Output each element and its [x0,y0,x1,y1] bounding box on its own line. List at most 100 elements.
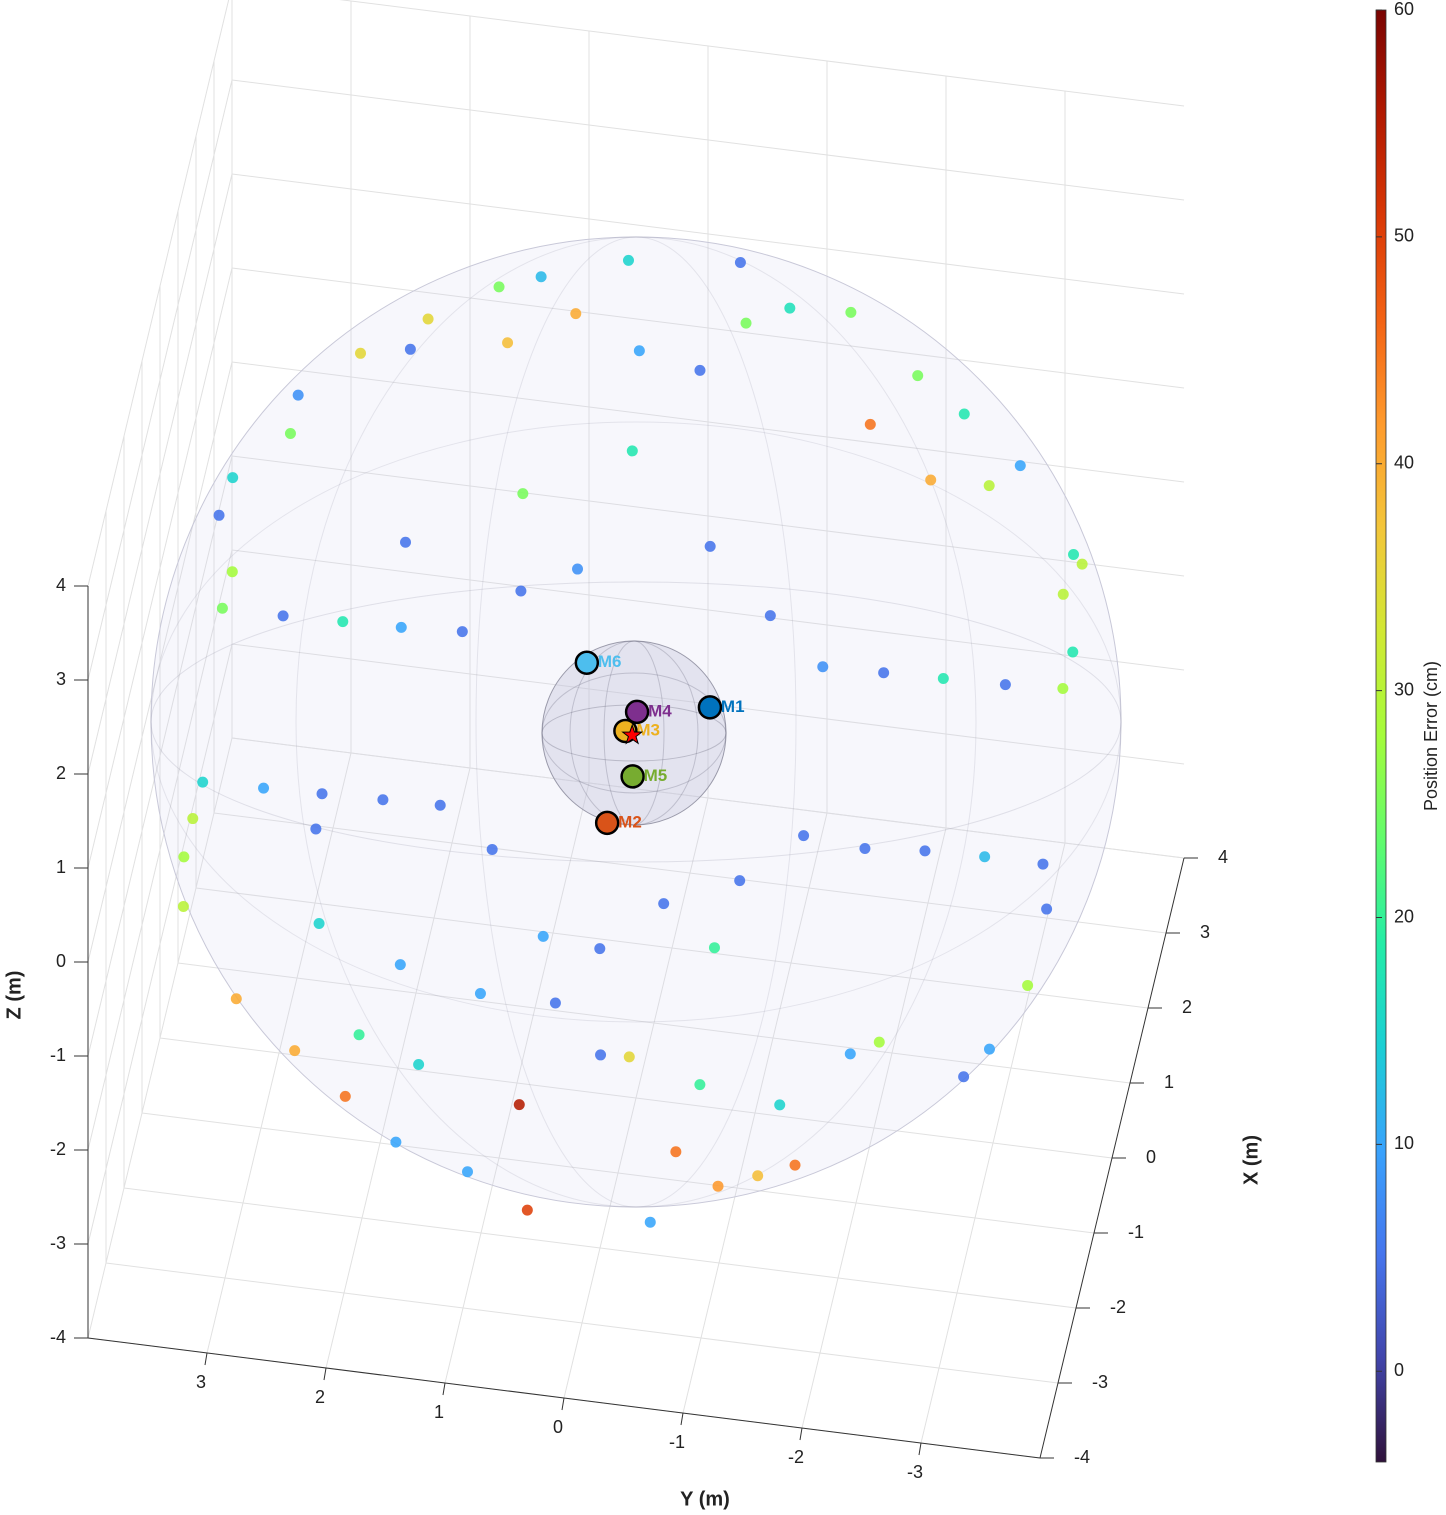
grid-line [206,752,352,1354]
scatter-point [694,1079,706,1091]
scatter-point [258,782,270,794]
x-tick-label: -3 [1092,1372,1108,1392]
scatter-point [919,845,931,857]
scatter-point [434,799,446,811]
scatter-point [337,616,349,628]
scatter-point [1057,588,1069,600]
scatter-point [390,1136,402,1148]
scatter-point [764,610,776,622]
scatter-point [517,488,529,500]
scatter-point [353,1029,365,1041]
scatter-point [644,1216,656,1228]
colorbar-tick-label: 30 [1394,679,1414,699]
scatter-point [277,610,289,622]
x-tick-label: -2 [1110,1297,1126,1317]
z-tick-label: -3 [50,1233,66,1253]
grid-line [231,361,1185,483]
scatter-point [316,788,328,800]
scatter-point [784,302,796,314]
scatter-point [873,1036,885,1048]
scatter-point [404,343,416,355]
scatter-point [570,308,582,320]
microphone-label: M6 [598,652,622,671]
scatter-point [704,540,716,552]
axes-grid: -4 -3 -2 -1 0 1 2 3 4 -3 -2 -1 0 1 2 3 -4 -3 -2 -1 0 1 2 3 4 [50,0,1228,1482]
scatter-point [979,851,991,863]
scatter-point [456,626,468,638]
grid-line [920,842,1066,1444]
grid-line [87,455,233,1057]
x-tick-label: 1 [1164,1072,1174,1092]
scatter-point [400,536,412,548]
grid-line [87,361,233,963]
grid-line [563,797,709,1399]
scatter-point [774,1099,786,1111]
z-axis-title: Z (m) [3,971,25,1020]
scatter-point [595,1049,607,1061]
scatter-point [658,898,670,910]
grid-line [87,173,233,775]
scatter-point [535,271,547,283]
scatter-point [623,1051,635,1063]
scatter-point [708,942,720,954]
y-tick-label: 0 [553,1417,563,1437]
z-tick-label: 2 [56,763,66,783]
scatter-point [292,389,304,401]
x-axis-title: X (m) [1240,1135,1262,1185]
scatter-point [958,1071,970,1083]
y-tick [442,1382,446,1396]
scatter-point [289,1045,301,1057]
scatter-point [486,843,498,855]
scatter-point [502,337,514,349]
grid-line [87,0,230,587]
y-tick [204,1352,208,1366]
scatter-point [413,1059,425,1071]
x-tick-label: 2 [1182,997,1192,1017]
points [177,254,1088,1228]
scatter-point [549,997,561,1009]
z-tick-label: -2 [50,1139,66,1159]
scatter-point [310,823,322,835]
y-tick-label: -1 [669,1432,685,1452]
scatter-point [572,563,584,575]
scatter-point [983,1043,995,1055]
scatter-point [216,602,228,614]
microphone-label: M3 [636,720,660,739]
y-axis-title: Y (m) [680,1488,730,1510]
scatter-point [844,1048,856,1060]
scatter-point [474,988,486,1000]
scatter-point [178,851,190,863]
inner-sphere-ring [603,640,665,826]
grid-line [87,267,233,869]
y-tick-label: -2 [788,1447,804,1467]
scatter-point [1014,460,1026,472]
scatter-point [313,918,325,930]
z-tick-label: -4 [50,1327,66,1347]
grid-line [801,827,947,1429]
scatter-point [1067,646,1079,658]
scatter-point [734,875,746,887]
colorbar-tick-label: 50 [1394,226,1414,246]
grid-line [231,455,1185,577]
scatter-point [626,445,638,457]
grid-line [231,737,1185,859]
grid-line [231,549,1185,671]
scatter-point [1076,558,1088,570]
microphone [624,699,650,725]
grid-line [87,79,233,681]
scatter-point [227,472,239,484]
grid-line [231,173,1185,295]
scatter-point [339,1090,351,1102]
scatter-point [670,1146,682,1158]
colorbar-gradient [1375,9,1387,1463]
scatter-point [377,794,389,806]
scatter-point [925,474,937,486]
z-tick-label: 4 [56,575,66,595]
scatter-point [878,667,890,679]
scatter-point [859,842,871,854]
grid-line [87,737,233,1339]
scatter-point [845,306,857,318]
y-tick [799,1427,803,1441]
microphone [594,810,620,836]
